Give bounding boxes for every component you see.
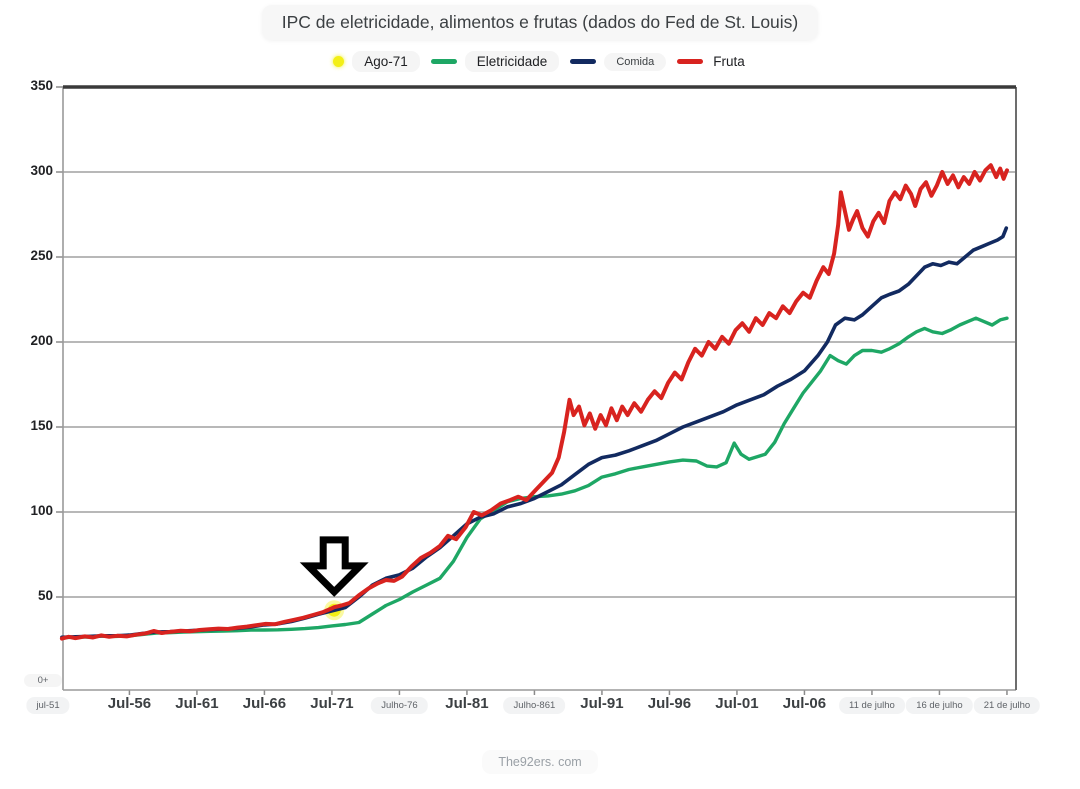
series-line-eletricidade bbox=[60, 316, 1009, 640]
x-tick-label: Julho-76 bbox=[371, 697, 428, 714]
y-tick-label: 350 bbox=[30, 78, 53, 93]
legend-label: Ago-71 bbox=[352, 51, 420, 72]
x-tick-label: Jul-56 bbox=[107, 695, 152, 712]
x-tick-label: Jul-61 bbox=[175, 695, 219, 712]
x-tick-label: Jul-96 bbox=[647, 695, 692, 712]
series-line-fruta bbox=[59, 163, 1009, 641]
x-tick-label: jul-51 bbox=[26, 697, 70, 714]
y-tick-label: 250 bbox=[30, 248, 53, 263]
down-arrow-annotation bbox=[299, 536, 369, 597]
chart-canvas bbox=[56, 85, 1017, 695]
legend-label: Comida bbox=[604, 52, 667, 71]
legend-line-swatch bbox=[570, 59, 597, 64]
y-tick-label: 300 bbox=[30, 163, 53, 178]
legend-dot-swatch bbox=[333, 56, 345, 67]
legend-item-fruta: Fruta bbox=[677, 51, 747, 72]
x-tick-label: Jul-01 bbox=[715, 695, 759, 712]
y-tick-label: 150 bbox=[30, 418, 53, 433]
legend: Ago-71 Eletricidade Comida Fruta bbox=[0, 51, 1080, 72]
x-tick-label: Jul-66 bbox=[242, 695, 287, 712]
x-tick-label: Jul-71 bbox=[310, 695, 354, 712]
y-tick-label: 50 bbox=[37, 588, 53, 603]
chart-title: IPC de eletricidade, alimentos e frutas … bbox=[261, 5, 819, 40]
x-tick-label: Julho-861 bbox=[503, 697, 566, 714]
x-tick-label: Jul-91 bbox=[580, 695, 624, 712]
legend-item-ago-71: Ago-71 bbox=[333, 51, 420, 72]
legend-item-comida: Comida bbox=[570, 52, 667, 71]
y-tick-label: 0+ bbox=[24, 674, 62, 687]
x-tick-label: 16 de julho bbox=[906, 697, 973, 714]
y-tick-label: 100 bbox=[30, 503, 53, 518]
legend-label: Eletricidade bbox=[464, 51, 560, 72]
x-tick-label: 11 de julho bbox=[839, 697, 905, 714]
x-tick-label: Jul-81 bbox=[445, 695, 489, 712]
source-credit: The92ers. com bbox=[482, 750, 598, 774]
legend-line-swatch bbox=[677, 59, 704, 64]
legend-line-swatch bbox=[430, 59, 457, 64]
x-tick-label: 21 de julho bbox=[973, 697, 1041, 714]
legend-item-eletricidade: Eletricidade bbox=[430, 51, 560, 72]
footer-row: The92ers. com bbox=[0, 750, 1080, 774]
title-row: IPC de eletricidade, alimentos e frutas … bbox=[0, 5, 1080, 40]
y-tick-label: 200 bbox=[30, 333, 53, 348]
x-tick-label: Jul-06 bbox=[782, 695, 827, 712]
series-line-comida bbox=[60, 226, 1009, 640]
legend-label: Fruta bbox=[713, 54, 745, 69]
